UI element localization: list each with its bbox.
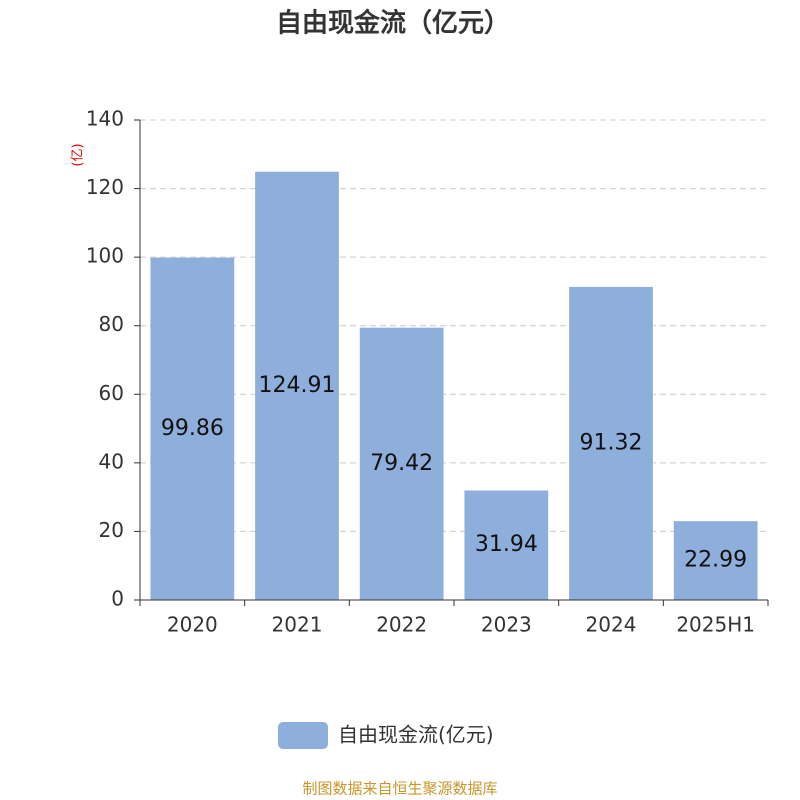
y-tick-label: 80 [99, 312, 124, 336]
y-tick-label: 60 [99, 381, 124, 405]
source-note: 制图数据来自恒生聚源数据库 [302, 780, 497, 798]
y-axis-label: (亿) [71, 143, 86, 166]
x-tick-label: 2023 [481, 613, 532, 637]
bar [255, 171, 339, 601]
legend-label: 自由现金流(亿元) [338, 723, 494, 747]
value-label: 79.42 [370, 451, 433, 476]
bar [673, 521, 758, 600]
value-label: 22.99 [684, 548, 747, 573]
y-tick-label: 0 [111, 587, 124, 611]
bar [359, 327, 444, 600]
chart-title: 自由现金流（亿元） [276, 8, 510, 39]
x-tick-label: 2025H1 [676, 613, 755, 637]
value-label: 124.91 [259, 373, 336, 398]
y-tick-label: 120 [86, 175, 124, 199]
y-tick-label: 140 [86, 107, 124, 131]
y-tick-label: 40 [99, 449, 124, 473]
bar [569, 286, 653, 600]
bar [150, 257, 235, 600]
x-tick-label: 2022 [376, 613, 427, 637]
x-tick-label: 2020 [167, 613, 218, 637]
value-label: 99.86 [161, 416, 224, 441]
x-tick-label: 2024 [586, 613, 637, 637]
value-label: 31.94 [475, 532, 538, 557]
legend-swatch [278, 722, 328, 749]
y-tick-label: 20 [99, 518, 124, 542]
value-label: 91.32 [580, 430, 643, 455]
bar [464, 490, 549, 600]
y-tick-label: 100 [86, 244, 124, 268]
x-tick-label: 2021 [272, 613, 323, 637]
